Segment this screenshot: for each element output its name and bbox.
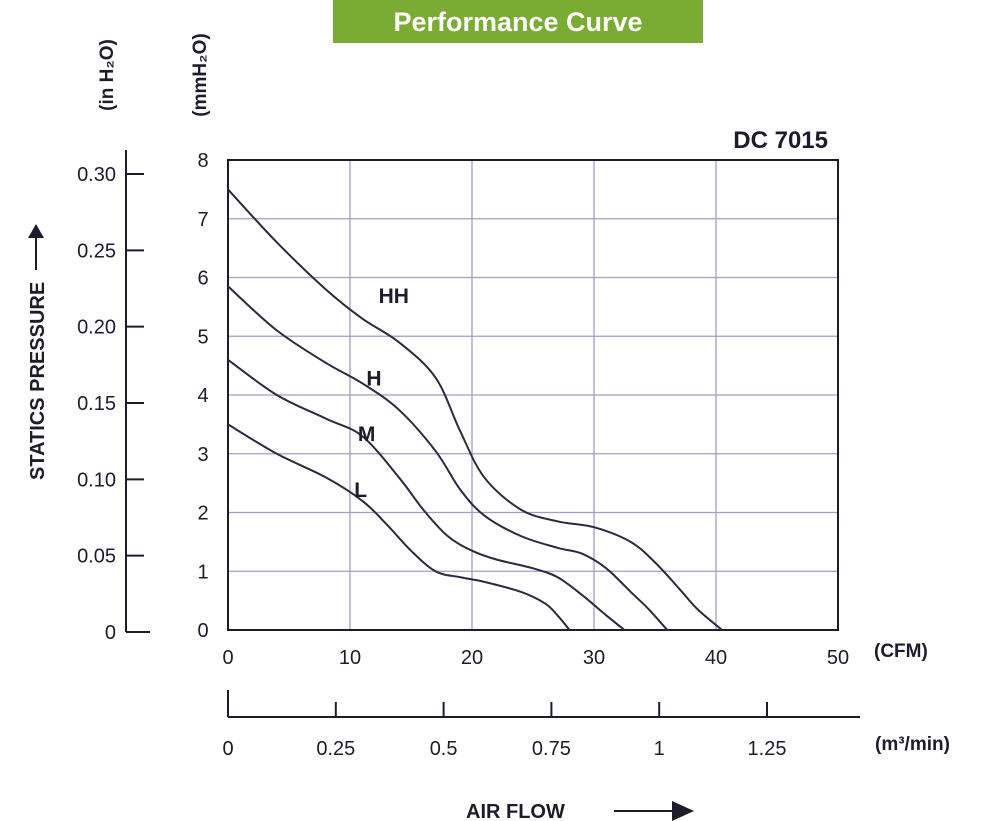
y-unit-label: (mmH₂O) — [190, 33, 211, 116]
series-label-m: M — [358, 423, 376, 446]
x2-tick-label: 1 — [654, 738, 665, 760]
x-tick-label: 20 — [461, 647, 483, 669]
series-label-h: H — [366, 367, 381, 390]
x-tick-label: 10 — [339, 647, 361, 669]
y2-unit-label: (in H₂O) — [97, 39, 118, 111]
x2-axis: 0 0.25 0.5 0.75 1 1.25 — [222, 690, 860, 760]
y2-tick-label: 0.05 — [77, 546, 116, 568]
grid — [228, 160, 838, 630]
y-tick-labels: 0 1 2 3 4 5 6 7 8 — [197, 150, 208, 642]
chart-title: Performance Curve — [393, 7, 642, 37]
y2-tick-label: 0.15 — [77, 393, 116, 415]
title-banner-background — [333, 0, 703, 43]
x-axis-title-group: AIR FLOW — [466, 801, 694, 821]
y2-tick-label: 0 — [105, 622, 116, 644]
y-tick-label: 6 — [197, 268, 208, 290]
x2-unit-label: (m³/min) — [875, 734, 950, 755]
title-banner: Performance Curve — [333, 0, 703, 43]
x2-tick-label: 0.75 — [532, 738, 571, 760]
x-tick-label: 30 — [583, 647, 605, 669]
y-tick-label: 4 — [197, 385, 208, 407]
y2-tick-label: 0.10 — [77, 469, 116, 491]
y2-tick-label: 0.30 — [77, 164, 116, 186]
x-tick-label: 50 — [827, 647, 849, 669]
series-layer — [227, 188, 723, 631]
x2-tick-label: 1.25 — [748, 738, 787, 760]
series-label-hh: HH — [379, 285, 409, 308]
series-curve-h — [227, 285, 668, 631]
y-axis-arrow-head — [28, 224, 44, 238]
x-tick-label: 0 — [222, 647, 233, 669]
y-axis-title: STATICS PRESSURE — [27, 282, 49, 480]
x2-tick-label: 0.5 — [430, 738, 458, 760]
y-tick-label: 1 — [197, 561, 208, 583]
y2-tick-label: 0.20 — [77, 317, 116, 339]
y-tick-label: 0 — [197, 620, 208, 642]
x2-ticks: 0 0.25 0.5 0.75 1 1.25 — [222, 702, 786, 760]
y-tick-label: 3 — [197, 444, 208, 466]
y-axis-title-group: STATICS PRESSURE — [27, 224, 49, 480]
x-tick-label: 40 — [705, 647, 727, 669]
y-tick-label: 5 — [197, 326, 208, 348]
y2-tick-labels: 0 0.05 0.10 0.15 0.20 0.25 0.30 — [77, 164, 116, 644]
x-tick-labels: 0 10 20 30 40 50 — [222, 647, 849, 669]
y-tick-label: 7 — [197, 209, 208, 231]
x-unit-label: (CFM) — [874, 641, 928, 662]
y2-axis — [125, 150, 150, 633]
y-tick-label: 2 — [197, 503, 208, 525]
y-tick-label: 8 — [197, 150, 208, 172]
x2-tick-label: 0.25 — [316, 738, 355, 760]
x-axis-title: AIR FLOW — [466, 801, 565, 821]
y2-tick-label: 0.25 — [77, 240, 116, 262]
series-curve-hh — [227, 188, 723, 631]
series-label-l: L — [354, 479, 367, 502]
x2-tick-label: 0 — [222, 738, 233, 760]
model-label: DC 7015 — [733, 127, 828, 154]
series-curve-m — [227, 358, 626, 631]
series-curve-l — [227, 423, 571, 631]
plot-frame — [227, 159, 839, 631]
x-axis-arrow-head — [672, 801, 694, 821]
